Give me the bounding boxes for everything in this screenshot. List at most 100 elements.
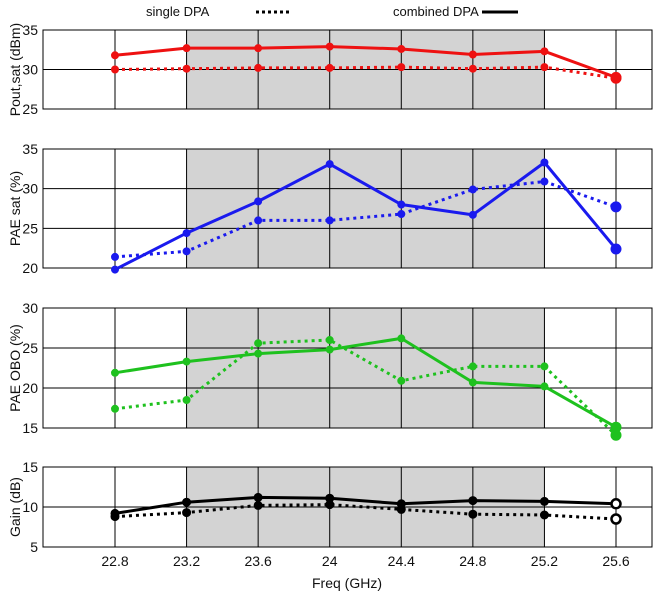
data-point: [182, 44, 191, 53]
data-point: [396, 499, 406, 509]
series-dotted: [111, 336, 622, 441]
data-point: [254, 349, 263, 358]
data-point: [254, 63, 263, 72]
x-tick-label: 24.8: [459, 553, 486, 569]
data-point: [540, 177, 549, 186]
data-point: [397, 376, 406, 385]
data-point: [111, 65, 119, 74]
data-point: [540, 362, 549, 371]
data-point: [539, 510, 549, 520]
data-point: [468, 210, 477, 219]
data-point: [253, 500, 263, 510]
y-tick-label: 35: [22, 141, 38, 157]
panel-4: 5 10 15 Gain (dB): [7, 459, 653, 555]
y-axis-label: PAE OBO (%): [7, 324, 23, 412]
data-point: [325, 345, 334, 354]
data-point: [610, 201, 622, 213]
series-line: [114, 338, 618, 437]
data-point: [610, 71, 622, 83]
data-point: [610, 498, 622, 510]
data-point: [325, 493, 335, 503]
y-tick-label: 15: [22, 420, 38, 436]
data-point: [111, 51, 119, 60]
series-solid: [110, 492, 622, 518]
data-point: [111, 368, 119, 377]
panel-frame: [42, 307, 653, 429]
data-point: [610, 513, 622, 525]
data-point: [182, 64, 191, 73]
series-solid: [111, 42, 622, 83]
x-tick-label: 25.6: [602, 553, 629, 569]
data-point: [468, 362, 477, 371]
x-axis-label: Freq (GHz): [312, 575, 382, 591]
y-tick-label: 25: [22, 340, 38, 356]
x-tick-label: 25.2: [531, 553, 558, 569]
data-point: [397, 334, 406, 343]
data-point: [397, 44, 406, 53]
data-point: [182, 357, 191, 366]
data-point: [182, 497, 192, 507]
data-point: [254, 339, 263, 348]
y-tick-label: 35: [22, 22, 38, 38]
y-tick-label: 20: [22, 380, 38, 396]
series-line: [114, 45, 617, 79]
y-tick-label: 25: [22, 220, 38, 236]
series-solid: [111, 334, 622, 433]
legend-label: single DPA: [146, 4, 210, 19]
series-line: [114, 160, 618, 271]
x-tick-label: 23.6: [245, 553, 272, 569]
data-point: [468, 185, 477, 194]
data-point: [610, 421, 622, 433]
data-point: [182, 508, 192, 518]
data-point: [540, 63, 549, 72]
y-tick-label: 30: [22, 300, 38, 316]
data-point: [397, 200, 406, 209]
y-tick-label: 10: [22, 499, 38, 515]
y-tick-label: 15: [22, 459, 38, 475]
x-tick-label: 24.4: [388, 553, 415, 569]
legend-label: combined DPA: [393, 4, 479, 19]
series-line: [114, 180, 617, 259]
data-point: [111, 252, 119, 261]
data-point: [540, 158, 549, 167]
data-point: [540, 47, 549, 56]
series-dotted: [110, 500, 622, 525]
data-point: [325, 63, 334, 72]
data-point: [468, 496, 478, 506]
data-point: [325, 216, 334, 225]
data-point: [254, 44, 263, 53]
data-point: [325, 160, 334, 169]
panel-frame: [42, 29, 653, 110]
shaded-band: [186, 149, 545, 268]
y-tick-label: 25: [22, 101, 38, 117]
series-dotted: [111, 177, 622, 261]
shaded-band: [186, 308, 545, 428]
y-axis-label: Pout,sat (dBm): [7, 23, 23, 116]
data-point: [468, 509, 478, 519]
y-tick-label: 30: [22, 62, 38, 78]
data-point: [468, 50, 477, 59]
data-point: [111, 404, 119, 413]
data-point: [325, 42, 334, 51]
data-point: [254, 216, 263, 225]
x-tick-label: 22.8: [101, 553, 128, 569]
series-line: [114, 336, 617, 429]
data-point: [468, 64, 477, 73]
y-tick-label: 30: [22, 181, 38, 197]
panel-3: 15 20 25 30 PAE OBO (%): [7, 300, 653, 441]
data-point: [182, 229, 191, 238]
x-tick-label: 24: [322, 553, 338, 569]
panel-frame: [42, 148, 653, 269]
data-point: [610, 243, 622, 255]
y-tick-label: 5: [30, 539, 38, 555]
x-axis: 22.8 23.2 23.6 24 24.4 24.8 25.2 25.6 Freq (GHz): [101, 553, 629, 591]
panel-2: 20 25 30 35 PAE sat (%): [7, 141, 653, 276]
data-point: [325, 336, 334, 344]
data-point: [110, 508, 120, 518]
data-point: [253, 492, 263, 502]
data-point: [182, 247, 191, 256]
series-line: [114, 495, 617, 515]
data-point: [397, 210, 406, 219]
